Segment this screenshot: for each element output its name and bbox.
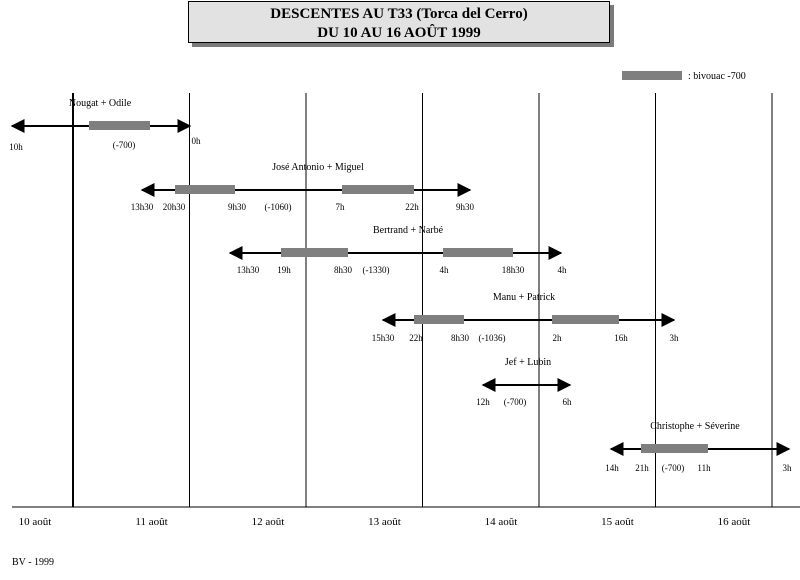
time-label: (-1036)	[479, 333, 506, 343]
time-label: 0h	[192, 136, 202, 146]
bivouac-bar	[175, 185, 235, 194]
team-name: Jef + Lubin	[505, 357, 551, 368]
chart-subtitle: DU 10 AU 16 AOÛT 1999	[317, 25, 481, 41]
team-name: Christophe + Séverine	[650, 421, 740, 432]
time-label: 4h	[440, 265, 450, 275]
x-tick-label: 10 août	[19, 516, 52, 528]
time-label: (-1330)	[363, 265, 390, 275]
x-tick-label: 15 août	[601, 516, 634, 528]
time-label: 11h	[697, 463, 711, 473]
time-label: 10h	[9, 142, 23, 152]
x-tick-label: 13 août	[368, 516, 401, 528]
bivouac-bar	[342, 185, 414, 194]
time-label: 9h30	[228, 202, 247, 212]
time-label: 13h30	[237, 265, 260, 275]
team-name: Bertrand + Narbé	[373, 225, 444, 236]
x-tick-label: 11 août	[135, 516, 167, 528]
time-label: 7h	[336, 202, 346, 212]
x-tick-label: 14 août	[485, 516, 518, 528]
time-label: 22h	[405, 202, 419, 212]
legend-swatch	[622, 71, 682, 80]
bivouac-bar	[443, 248, 513, 257]
x-tick-label: 16 août	[718, 516, 751, 528]
bivouac-bar	[641, 444, 708, 453]
time-label: 3h	[783, 463, 793, 473]
bivouac-bar	[281, 248, 348, 257]
time-label: 20h30	[163, 202, 186, 212]
bivouac-bar	[552, 315, 619, 324]
bivouac-bar	[414, 315, 464, 324]
legend-label: : bivouac -700	[688, 71, 746, 82]
footer-credit: BV - 1999	[12, 557, 55, 568]
time-label: 16h	[614, 333, 628, 343]
time-label: (-700)	[504, 397, 527, 407]
time-label: (-700)	[662, 463, 685, 473]
time-label: 8h30	[334, 265, 353, 275]
chart-title-box: DESCENTES AU T33 (Torca del Cerro) DU 10…	[188, 1, 610, 43]
time-label: 8h30	[451, 333, 470, 343]
time-label: (-1060)	[265, 202, 292, 212]
time-label: 3h	[670, 333, 680, 343]
time-label: 18h30	[502, 265, 525, 275]
x-tick-label: 12 août	[252, 516, 285, 528]
time-label: 13h30	[131, 202, 154, 212]
time-label: 6h	[563, 397, 573, 407]
team-name: José Antonio + Miguel	[272, 162, 364, 173]
time-label: 12h	[476, 397, 490, 407]
chart-title: DESCENTES AU T33 (Torca del Cerro)	[270, 6, 528, 22]
bivouac-bar	[89, 121, 150, 130]
time-label: 2h	[553, 333, 563, 343]
time-label: (-700)	[113, 140, 136, 150]
team-name: Nougat + Odile	[69, 98, 132, 109]
time-label: 22h	[409, 333, 423, 343]
time-label: 21h	[635, 463, 649, 473]
time-label: 15h30	[372, 333, 395, 343]
time-label: 14h	[605, 463, 619, 473]
time-label: 4h	[558, 265, 568, 275]
team-name: Manu + Patrick	[493, 292, 555, 303]
time-label: 9h30	[456, 202, 475, 212]
time-label: 19h	[277, 265, 291, 275]
